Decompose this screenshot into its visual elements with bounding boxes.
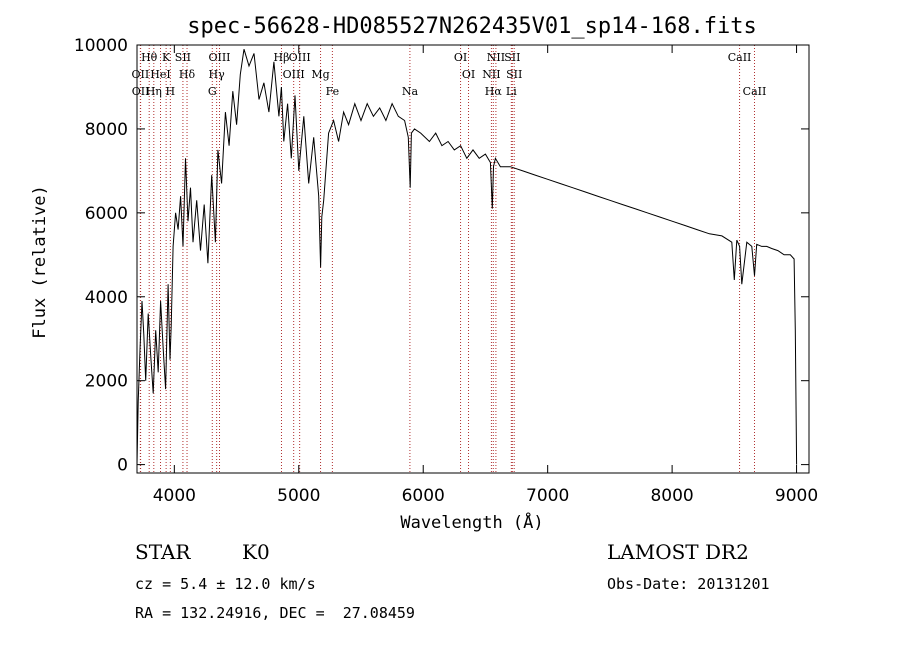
spectral-line-label: OII bbox=[132, 68, 150, 81]
chart-title: spec-56628-HD085527N262435V01_sp14-168.f… bbox=[187, 14, 757, 39]
redshift-velocity: cz = 5.4 ± 12.0 km/s bbox=[135, 575, 316, 593]
x-tick-label: 7000 bbox=[526, 486, 569, 506]
spectral-line-label: Hα bbox=[485, 85, 503, 98]
plot-frame bbox=[136, 44, 810, 474]
x-tick-label: 5000 bbox=[277, 486, 320, 506]
y-tick-label: 6000 bbox=[85, 204, 128, 224]
y-tick-label: 8000 bbox=[85, 120, 128, 140]
spectral-line-labels: Hθ OII OII K HeI Hη SII HδH OIII Hγ G OIII OIII Fe Hβ M… bbox=[132, 51, 767, 98]
spectral-line-label: Hη bbox=[146, 85, 162, 98]
object-subclass: K0 bbox=[242, 540, 270, 564]
x-tick-label: 4000 bbox=[153, 486, 196, 506]
spectral-line-label: CaII bbox=[743, 85, 767, 98]
spectral-line-label: SII bbox=[504, 51, 520, 64]
y-axis-ticks: 0 2000 4000 6000 8000 10000 bbox=[74, 36, 809, 476]
y-tick-label: 0 bbox=[117, 456, 128, 476]
spectral-line-label: Fe bbox=[326, 85, 340, 98]
spectral-line-label: OI bbox=[462, 68, 475, 81]
x-axis-ticks: 4000 5000 6000 7000 8000 9000 bbox=[153, 45, 818, 506]
spectral-line-label: OIII bbox=[208, 51, 230, 64]
spectral-line-label: HeI bbox=[150, 68, 170, 81]
y-tick-label: 2000 bbox=[85, 372, 128, 392]
observation-date: Obs-Date: 20131201 bbox=[607, 575, 770, 593]
spectral-line-label: G bbox=[208, 85, 217, 98]
object-class: STAR bbox=[135, 540, 191, 564]
spectral-line-label: NII bbox=[482, 68, 500, 81]
spectral-line-label: Li bbox=[506, 85, 517, 98]
spectral-line-label: Hθ bbox=[141, 51, 158, 64]
spectral-line-label: SII bbox=[506, 68, 522, 81]
spectral-line-label: OI bbox=[454, 51, 467, 64]
x-tick-label: 8000 bbox=[650, 486, 693, 506]
spectral-line-label: SII bbox=[175, 51, 191, 64]
spectral-line-label: Hδ bbox=[179, 68, 196, 81]
spectral-line-label: K bbox=[162, 51, 171, 64]
spectral-line-label: OIII bbox=[283, 68, 305, 81]
spectral-line-label: Hβ bbox=[274, 51, 290, 64]
x-tick-label: 9000 bbox=[775, 486, 818, 506]
spectral-line-label: OII bbox=[132, 85, 150, 98]
x-tick-label: 6000 bbox=[402, 486, 445, 506]
spectral-line-markers bbox=[139, 45, 755, 473]
spectral-line-label: NII bbox=[487, 51, 505, 64]
spectral-line-label: CaII bbox=[728, 51, 752, 64]
y-axis-label: Flux (relative) bbox=[30, 185, 50, 339]
coordinates: RA = 132.24916, DEC = 27.08459 bbox=[135, 604, 415, 622]
y-tick-label: 4000 bbox=[85, 288, 128, 308]
spectral-line-label: Na bbox=[402, 85, 419, 98]
y-tick-label: 10000 bbox=[74, 36, 128, 56]
spectrum-series bbox=[136, 49, 798, 465]
spectral-line-label: OIII bbox=[289, 51, 311, 64]
x-axis-label: Wavelength (Å) bbox=[400, 511, 543, 533]
spectral-line-label: H bbox=[166, 85, 176, 98]
survey-name: LAMOST DR2 bbox=[607, 540, 749, 564]
spectral-line-label: Mg bbox=[311, 68, 329, 81]
spectral-line-label: Hγ bbox=[209, 68, 226, 81]
